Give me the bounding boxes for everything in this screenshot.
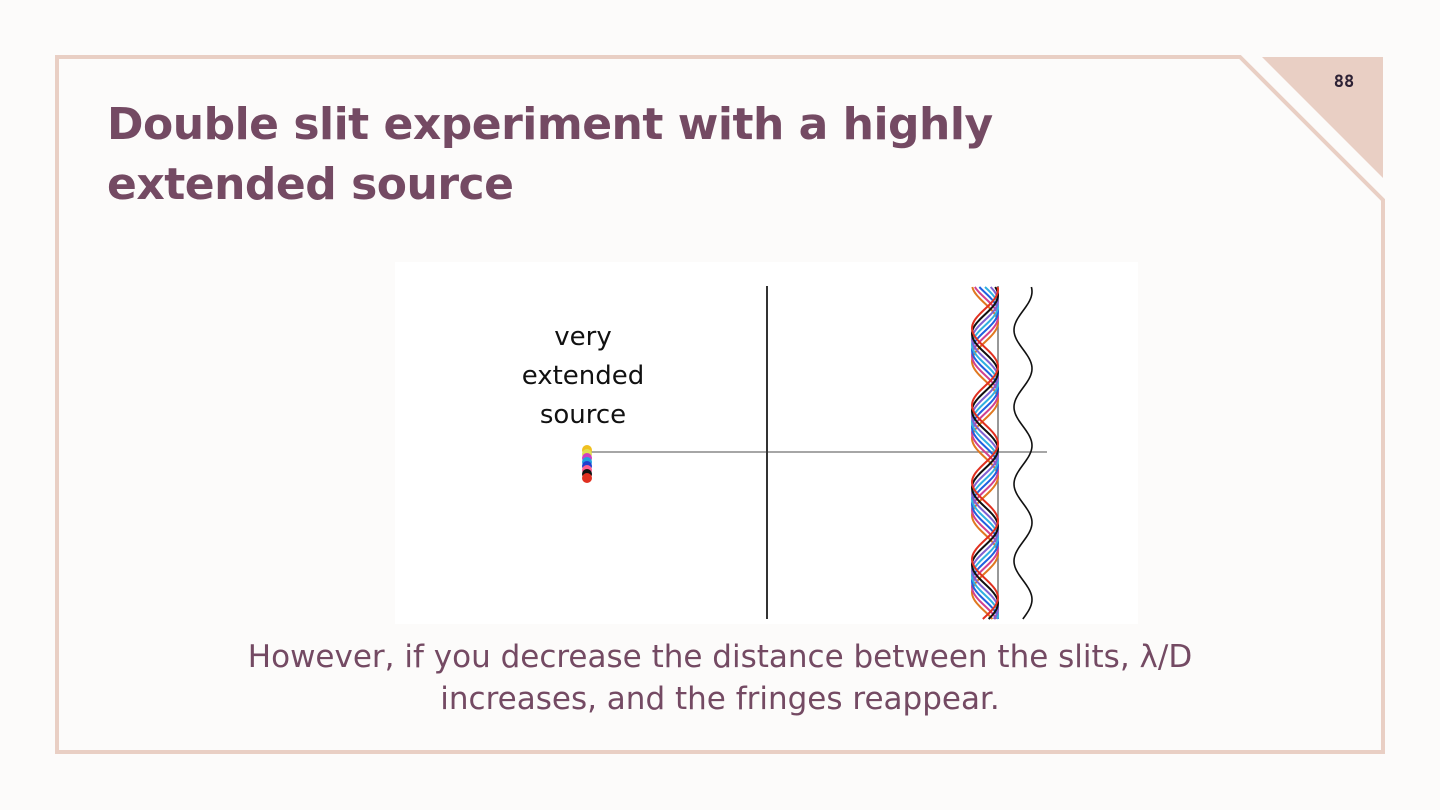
title-line-2: extended source bbox=[107, 159, 514, 210]
extended-source bbox=[582, 445, 592, 483]
summed-curve bbox=[1013, 286, 1033, 620]
source-label-line-1: very bbox=[554, 322, 612, 352]
fringe-curve bbox=[970, 286, 1000, 620]
title-line-1: Double slit experiment with a highly bbox=[107, 99, 993, 150]
caption: However, if you decrease the distance be… bbox=[170, 636, 1270, 720]
page-number: 88 bbox=[1333, 72, 1355, 92]
corner-decoration bbox=[1262, 57, 1383, 178]
slide-title: Double slit experiment with a highly ext… bbox=[107, 95, 1107, 215]
fringe-curve bbox=[970, 286, 1000, 620]
source-label-line-2: extended bbox=[521, 361, 645, 391]
diagram-canvas bbox=[582, 286, 1047, 620]
summed-intensity-pattern bbox=[1013, 286, 1033, 620]
source-label: very extended source bbox=[488, 318, 678, 435]
caption-line-2: increases, and the fringes reappear. bbox=[440, 681, 1000, 717]
colored-fringe-patterns bbox=[970, 286, 1000, 620]
source-label-line-3: source bbox=[539, 400, 627, 430]
caption-line-1: However, if you decrease the distance be… bbox=[247, 639, 1193, 675]
double-slit-diagram: very extended source bbox=[395, 262, 1138, 624]
frame-border bbox=[55, 55, 1385, 754]
source-dot bbox=[582, 473, 592, 483]
